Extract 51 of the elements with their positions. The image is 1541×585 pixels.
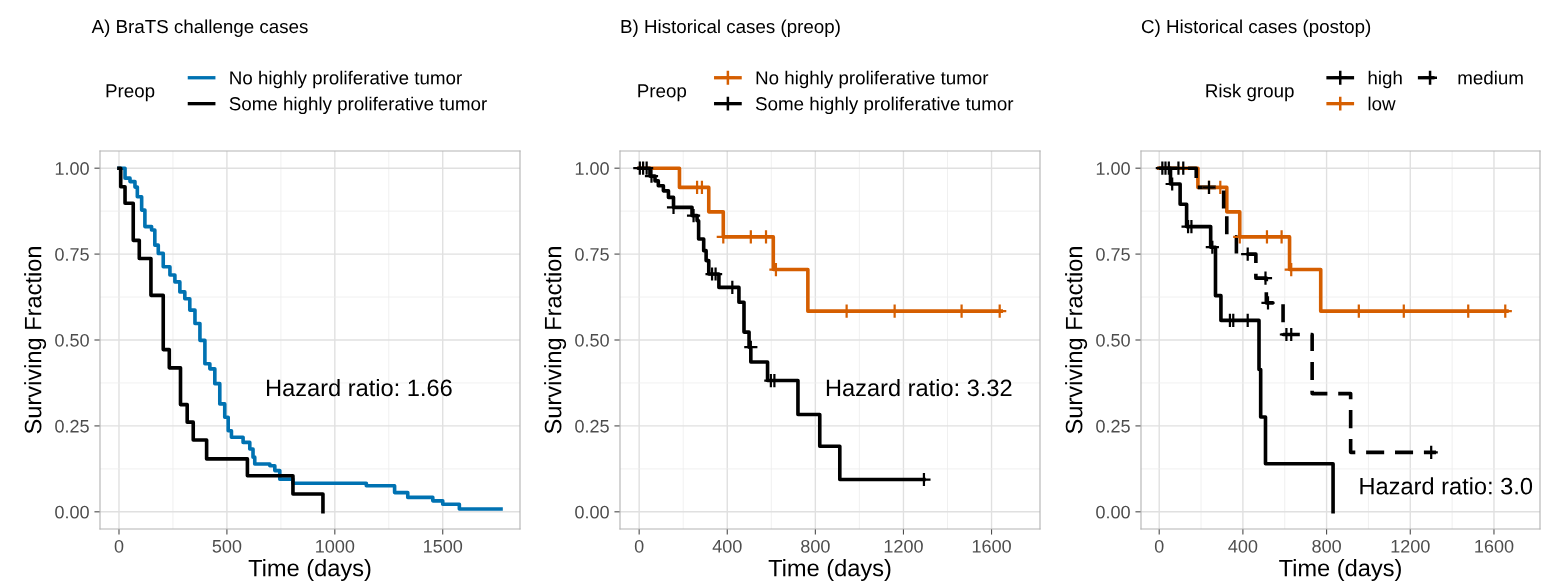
y-tick-label: 0.50 [55,333,89,347]
x-tick-label: 400 [1228,539,1258,553]
legend-label: medium [1458,70,1523,85]
x-axis-title: Time (days) [768,559,891,582]
y-tick-label: 0.25 [1096,419,1130,433]
annotation: Hazard ratio: 3.0 [1360,477,1533,495]
chart-title: A) BraTS challenge cases [91,19,308,37]
x-tick-label: 1200 [1391,539,1430,553]
legend-title: Risk group [1206,83,1294,102]
legend-label: No highly proliferative tumor [230,70,462,89]
x-tick-label: 0 [114,539,124,553]
y-tick-label: 0.75 [575,248,609,261]
legend-title: Preop [106,84,155,102]
y-tick-label: 0.25 [575,419,609,433]
chart-title: B) Historical cases (preop) [621,19,840,37]
legend-title: Preop [638,84,687,102]
y-tick-label: 0.25 [55,419,89,433]
y-tick-label: 0.75 [1096,248,1130,261]
x-tick-label: 500 [212,539,242,553]
legend-label: Some highly proliferative tumor [755,96,1014,115]
x-axis-title: Time (days) [1279,559,1401,582]
y-tick-label: 1.00 [1096,162,1130,175]
y-tick-label: 0.00 [1096,505,1130,519]
y-tick-label: 0.50 [1096,333,1130,347]
legend-label: high [1368,70,1402,89]
annotation: Hazard ratio: 3.32 [826,378,1012,397]
legend-label: No highly proliferative tumor [756,70,989,89]
x-tick-label: 1600 [1475,539,1514,553]
x-tick-label: 1600 [972,539,1011,553]
x-tick-label: 1500 [424,539,463,553]
x-tick-label: 1000 [316,539,355,553]
y-tick-label: 0.00 [575,505,609,519]
y-tick-label: 0.00 [55,505,89,519]
y-axis-title: Surviving Fraction [24,247,47,434]
chart-title: C) Historical cases (postop) [1141,19,1371,37]
annotation: Hazard ratio: 1.66 [267,378,452,397]
y-tick-label: 0.75 [55,248,89,261]
x-tick-label: 0 [634,539,644,553]
x-tick-label: 1200 [884,539,923,553]
y-tick-label: 0.50 [575,333,609,347]
x-tick-label: 400 [712,539,742,553]
x-tick-label: 0 [1154,539,1164,553]
legend-label: low [1368,96,1396,111]
y-axis-title: Surviving Fraction [544,247,567,434]
x-tick-label: 800 [801,539,830,553]
y-axis-title: Surviving Fraction [1065,247,1088,434]
x-axis-title: Time (days) [248,559,371,582]
x-tick-label: 800 [1312,539,1341,553]
y-tick-label: 1.00 [575,162,609,175]
legend-label: Some highly proliferative tumor [229,96,487,115]
y-tick-label: 1.00 [55,162,89,175]
